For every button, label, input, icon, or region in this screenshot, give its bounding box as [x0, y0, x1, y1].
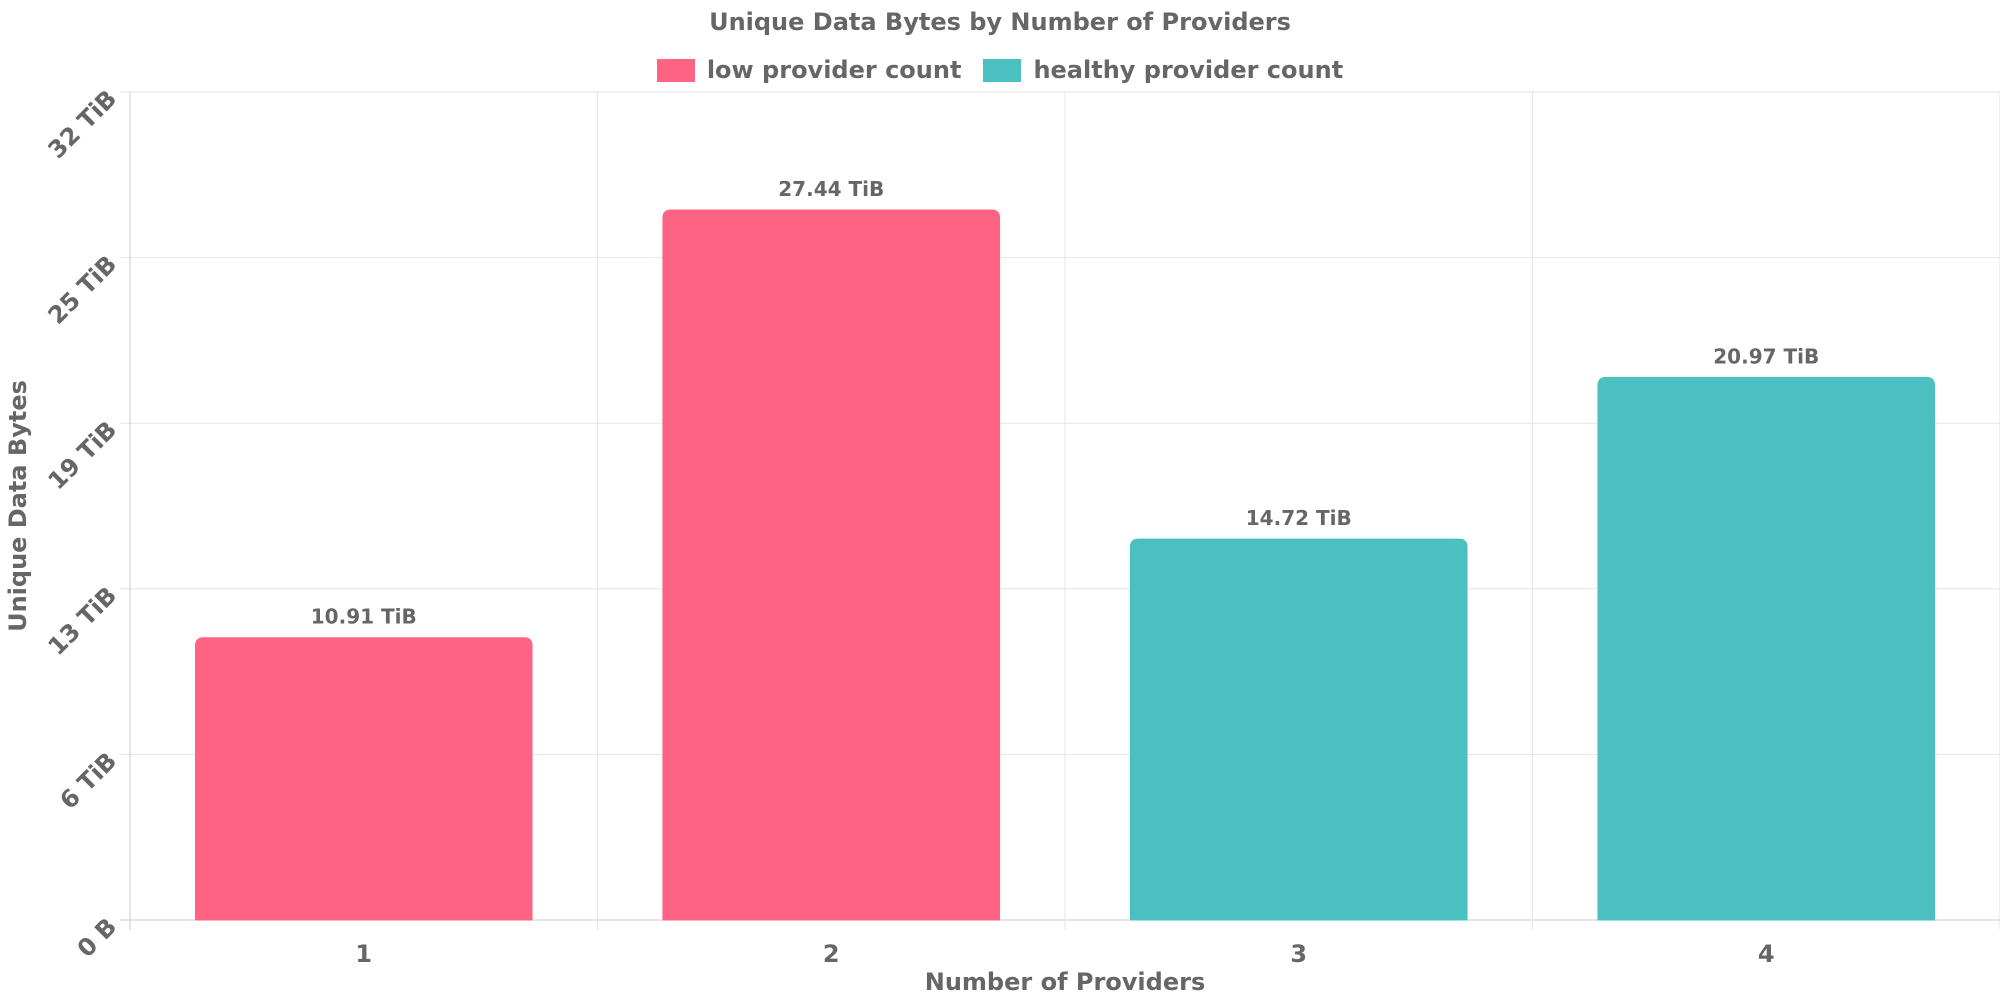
legend-label-healthy: healthy provider count — [1033, 56, 1344, 84]
x-tick-label: 2 — [823, 940, 840, 968]
y-tick-label: 25 TiB — [43, 250, 123, 330]
y-axis-title: Unique Data Bytes — [4, 380, 32, 632]
bar — [194, 637, 533, 921]
legend: low provider count healthy provider coun… — [0, 56, 2000, 84]
legend-swatch-low — [656, 58, 695, 82]
chart-title: Unique Data Bytes by Number of Providers — [709, 8, 1291, 36]
y-tick-label: 13 TiB — [43, 581, 123, 661]
y-tick-label: 0 B — [72, 912, 122, 962]
legend-item-healthy[interactable]: healthy provider count — [983, 56, 1343, 84]
legend-label-low: low provider count — [706, 56, 962, 84]
y-tick-label: 19 TiB — [43, 416, 123, 496]
x-tick-label: 3 — [1290, 940, 1307, 968]
x-axis-title: Number of Providers — [925, 968, 1205, 996]
legend-item-low[interactable]: low provider count — [656, 56, 962, 84]
x-tick-label: 4 — [1758, 940, 1775, 968]
legend-swatch-healthy — [983, 58, 1022, 82]
bar-value-label: 10.91 TiB — [311, 605, 417, 629]
y-tick-label: 32 TiB — [43, 84, 123, 164]
y-tick-label: 6 TiB — [54, 747, 122, 815]
x-tick-label: 1 — [355, 940, 372, 968]
bar — [662, 209, 1001, 921]
bar-value-label: 27.44 TiB — [778, 177, 884, 201]
bar — [1597, 376, 1936, 921]
bar-value-label: 20.97 TiB — [1713, 344, 1819, 368]
bar-value-label: 14.72 TiB — [1246, 506, 1352, 530]
bar — [1129, 538, 1468, 921]
